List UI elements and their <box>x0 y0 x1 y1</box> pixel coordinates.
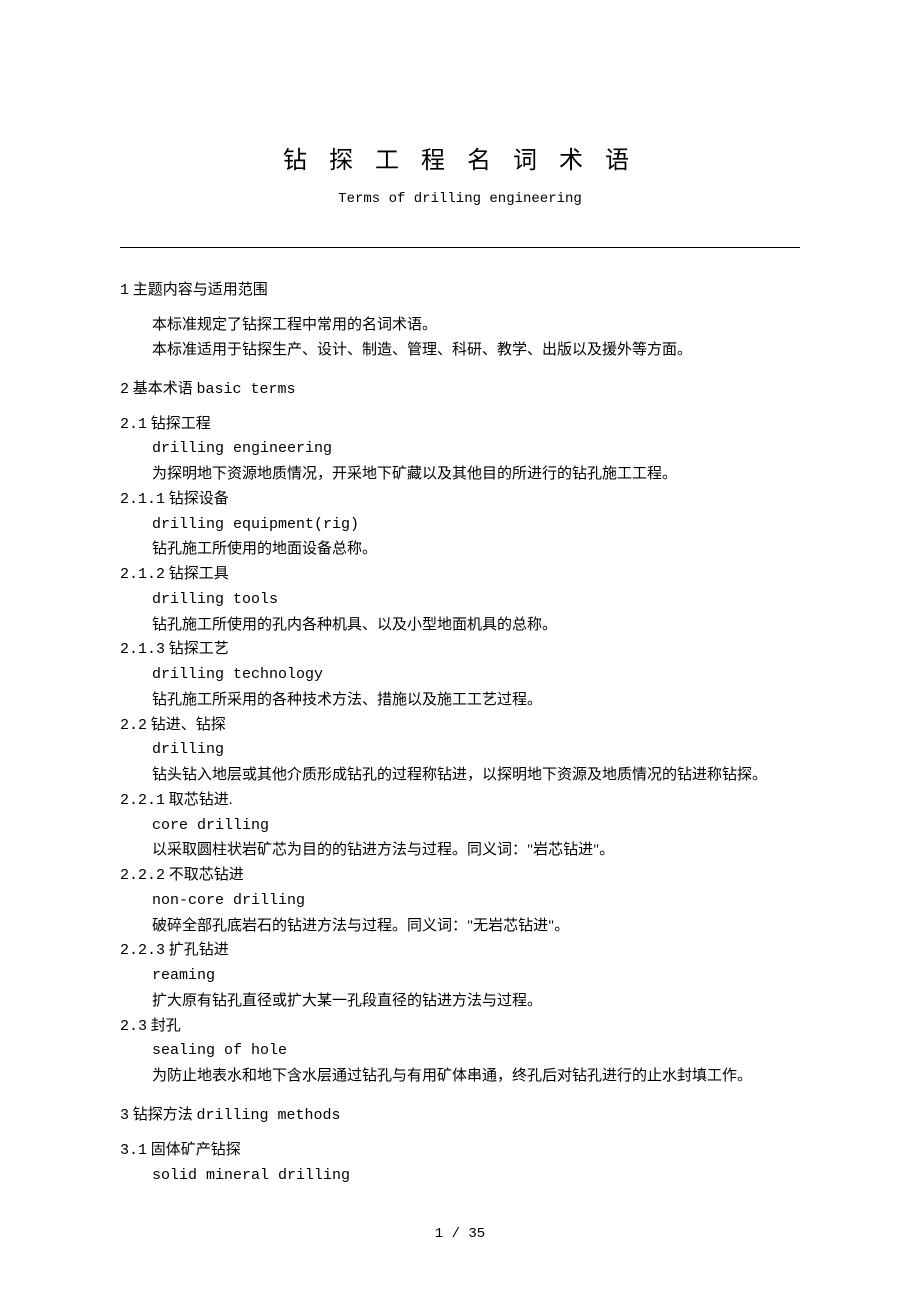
entry-2-1-1-desc: 钻孔施工所使用的地面设备总称。 <box>120 537 800 562</box>
section-1-para2: 本标准适用于钻探生产、设计、制造、管理、科研、教学、出版以及援外等方面。 <box>152 338 800 363</box>
entry-2-1-en: drilling engineering <box>120 437 800 462</box>
section-1-body: 本标准规定了钻探工程中常用的名词术语。 本标准适用于钻探生产、设计、制造、管理、… <box>120 313 800 363</box>
entry-2-2-1-desc: 以采取圆柱状岩矿芯为目的的钻进方法与过程。同义词："岩芯钻进"。 <box>120 838 800 863</box>
entry-2-1: 2.1 钻探工程 <box>120 412 800 438</box>
entry-2-1-1-title: 钻探设备 <box>169 491 229 507</box>
section-1-num: 1 <box>120 282 129 299</box>
entry-2-2-title: 钻进、钻探 <box>151 717 226 733</box>
section-2-title-en: basic terms <box>197 381 296 398</box>
entry-2-2-1-en: core drilling <box>120 814 800 839</box>
entry-2-2-3-desc: 扩大原有钻孔直径或扩大某一孔段直径的钻进方法与过程。 <box>120 989 800 1014</box>
entry-2-2-2-num: 2.2.2 <box>120 867 165 884</box>
entry-2-1-3-num: 2.1.3 <box>120 641 165 658</box>
section-2-title-cn: 基本术语 <box>133 381 193 397</box>
entry-2-3-num: 2.3 <box>120 1018 147 1035</box>
section-3-title-cn: 钻探方法 <box>133 1107 193 1123</box>
page-title: 钻 探 工 程 名 词 术 语 <box>120 140 800 175</box>
entry-2-1-2-title: 钻探工具 <box>169 566 229 582</box>
section-3-num: 3 <box>120 1107 129 1124</box>
entry-2-2: 2.2 钻进、钻探 <box>120 713 800 739</box>
entry-2-1-num: 2.1 <box>120 416 147 433</box>
entry-2-2-en: drilling <box>120 738 800 763</box>
section-1-title: 主题内容与适用范围 <box>133 282 268 298</box>
entry-2-1-2-en: drilling tools <box>120 588 800 613</box>
section-1-heading: 1 主题内容与适用范围 <box>120 278 800 299</box>
entry-2-2-1-title: 取芯钻进. <box>169 792 233 808</box>
entry-2-1-1: 2.1.1 钻探设备 <box>120 487 800 513</box>
entry-2-1-3: 2.1.3 钻探工艺 <box>120 637 800 663</box>
entry-2-2-3-num: 2.2.3 <box>120 942 165 959</box>
divider <box>120 247 800 248</box>
entry-2-1-2-desc: 钻孔施工所使用的孔内各种机具、以及小型地面机具的总称。 <box>120 613 800 638</box>
entry-2-1-1-en: drilling equipment(rig) <box>120 513 800 538</box>
entry-2-3-desc: 为防止地表水和地下含水层通过钻孔与有用矿体串通，终孔后对钻孔进行的止水封填工作。 <box>120 1064 800 1089</box>
page-number: 1 / 35 <box>0 1226 920 1242</box>
entry-2-3-en: sealing of hole <box>120 1039 800 1064</box>
entry-2-2-2: 2.2.2 不取芯钻进 <box>120 863 800 889</box>
entry-2-2-num: 2.2 <box>120 717 147 734</box>
entry-2-2-3: 2.2.3 扩孔钻进 <box>120 938 800 964</box>
entry-2-2-2-en: non-core drilling <box>120 889 800 914</box>
entry-2-1-2-num: 2.1.2 <box>120 566 165 583</box>
entry-2-1-3-title: 钻探工艺 <box>169 641 229 657</box>
entry-2-2-3-en: reaming <box>120 964 800 989</box>
entry-2-3-title: 封孔 <box>151 1018 181 1034</box>
entry-2-1-title: 钻探工程 <box>151 416 211 432</box>
entry-2-2-2-desc: 破碎全部孔底岩石的钻进方法与过程。同义词："无岩芯钻进"。 <box>120 914 800 939</box>
entry-2-1-desc: 为探明地下资源地质情况，开采地下矿藏以及其他目的所进行的钻孔施工工程。 <box>120 462 800 487</box>
entry-2-2-1-num: 2.2.1 <box>120 792 165 809</box>
section-2-heading: 2 基本术语 basic terms <box>120 377 800 398</box>
entry-3-1-en: solid mineral drilling <box>120 1164 800 1189</box>
entry-3-1-num: 3.1 <box>120 1142 147 1159</box>
entry-2-2-2-title: 不取芯钻进 <box>169 867 244 883</box>
entry-2-1-3-en: drilling technology <box>120 663 800 688</box>
section-3-title-en: drilling methods <box>197 1107 341 1124</box>
section-3-heading: 3 钻探方法 drilling methods <box>120 1103 800 1124</box>
page-subtitle: Terms of drilling engineering <box>120 191 800 207</box>
entry-2-2-desc: 钻头钻入地层或其他介质形成钻孔的过程称钻进，以探明地下资源及地质情况的钻进称钻探… <box>120 763 800 788</box>
entry-2-2-3-title: 扩孔钻进 <box>169 942 229 958</box>
section-2-num: 2 <box>120 381 129 398</box>
entry-3-1-title: 固体矿产钻探 <box>151 1142 241 1158</box>
entry-2-1-2: 2.1.2 钻探工具 <box>120 562 800 588</box>
entry-2-2-1: 2.2.1 取芯钻进. <box>120 788 800 814</box>
section-1-para1: 本标准规定了钻探工程中常用的名词术语。 <box>152 313 800 338</box>
entry-2-1-1-num: 2.1.1 <box>120 491 165 508</box>
entry-2-3: 2.3 封孔 <box>120 1014 800 1040</box>
entry-3-1: 3.1 固体矿产钻探 <box>120 1138 800 1164</box>
entry-2-1-3-desc: 钻孔施工所采用的各种技术方法、措施以及施工工艺过程。 <box>120 688 800 713</box>
